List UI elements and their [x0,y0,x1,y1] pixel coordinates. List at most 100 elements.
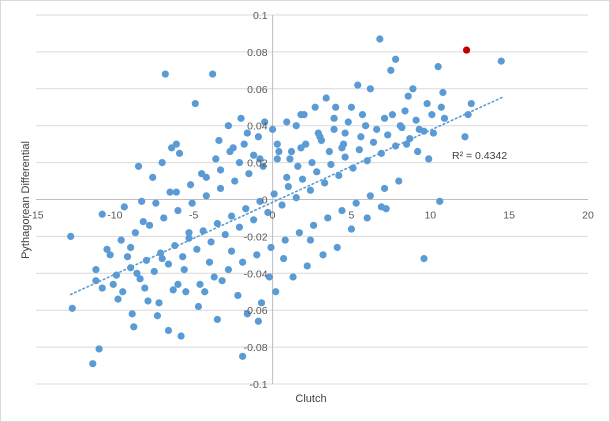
data-point [215,136,223,145]
data-point [338,206,346,215]
data-point [273,140,281,148]
data-point [414,147,422,156]
data-point [174,280,182,288]
data-point [302,140,310,148]
data-point [380,114,389,122]
data-point [177,332,185,340]
data-point [265,273,274,281]
y-tick-label: -0.04 [244,268,268,280]
data-point [172,188,180,196]
data-point [117,236,125,244]
data-point [409,85,417,93]
x-tick-label: 15 [503,210,515,222]
data-point [283,118,291,126]
data-point [134,162,143,170]
data-point [213,315,221,324]
data-point [327,160,335,169]
data-point [95,345,103,353]
data-point [275,147,283,156]
data-point [272,288,280,296]
data-point [216,166,225,174]
data-point [256,155,264,163]
data-point [245,170,253,178]
data-point [175,149,184,157]
data-point [316,133,324,141]
data-point [428,111,436,119]
data-point [133,269,141,277]
data-point [169,286,177,294]
data-point [243,129,251,137]
data-point [363,157,371,165]
data-point [261,118,269,126]
trendline-line [69,96,504,296]
x-tick-label: -5 [189,210,198,222]
y-tick-label: -0.08 [244,342,268,354]
data-point [186,181,195,189]
y-tick-label: 0.1 [253,10,268,22]
data-point [196,280,204,288]
data-point [376,35,384,43]
data-point [180,266,188,274]
data-point [136,275,144,283]
y-tick-label: -0.02 [244,231,268,243]
data-point [164,260,173,268]
data-point [322,94,330,102]
data-point [306,236,315,244]
data-point [98,210,106,218]
data-point [131,229,139,237]
x-tick-label: 20 [582,210,594,222]
x-tick-label: 10 [424,210,436,222]
data-point [333,243,341,252]
data-point [202,192,210,200]
data-point [158,254,166,263]
y-tick-label: 0.06 [247,84,268,96]
data-point [281,236,289,244]
data-point [205,258,214,266]
data-point [240,140,248,148]
data-point [349,164,357,172]
data-point [461,133,469,141]
data-point [344,118,352,126]
data-point [224,266,233,274]
data-point [309,221,318,229]
data-point [254,317,262,325]
data-point [363,214,371,222]
data-point [67,232,75,240]
data-point [403,140,411,148]
y-tick-label: -0.06 [244,305,268,317]
data-point [330,114,338,122]
data-point [210,273,218,281]
x-tick-label: -15 [28,210,43,222]
data-point [191,99,199,108]
data-point [391,55,400,63]
data-point [366,192,374,200]
data-point [313,168,321,176]
tick-labels: -15 -10 -5 0 5 10 15 200.10.080.060.040.020-0.0… [28,10,594,391]
trendline [69,96,504,296]
data-point [332,103,340,111]
data-point [250,216,258,224]
data-point [98,284,106,292]
data-point [387,66,395,74]
data-point [109,280,117,288]
data-point [287,147,296,156]
data-point [464,111,472,119]
data-point [384,131,392,139]
data-point [114,295,122,303]
data-point [280,254,288,263]
data-point [321,179,329,187]
data-point [144,297,152,305]
data-point [404,92,412,100]
data-point [112,271,121,279]
data-point [306,186,315,194]
data-point [439,88,447,97]
data-point [259,162,267,170]
x-tick-label: 5 [349,210,355,222]
data-point [330,125,338,133]
data-point [224,122,233,130]
y-tick-label: 0.02 [247,158,268,170]
data-point [153,312,162,320]
y-axis-title: Pythagorean Differential [20,141,32,259]
x-axis-title: Clutch [295,393,326,405]
data-point [158,159,166,167]
